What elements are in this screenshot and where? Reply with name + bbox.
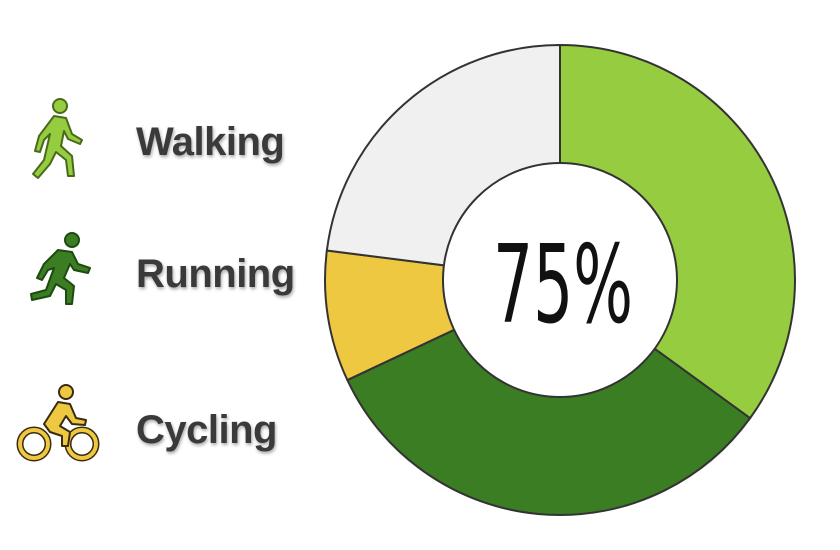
walking-person-icon	[32, 98, 83, 179]
running-person-icon	[30, 232, 91, 305]
cyclist-icon	[16, 384, 100, 462]
legend-item-walking: Walking	[0, 84, 320, 184]
donut-slice-walking	[559, 44, 796, 420]
legend-label-running: Running	[136, 252, 295, 296]
legend-item-cycling: Cycling	[0, 370, 320, 470]
donut-slice-running	[346, 279, 752, 516]
center-percentage-label: 75%	[493, 223, 633, 348]
legend-item-running: Running	[0, 218, 320, 318]
legend-label-cycling: Cycling	[136, 408, 277, 452]
legend-label-walking: Walking	[136, 120, 285, 164]
donut-hole	[442, 162, 678, 398]
